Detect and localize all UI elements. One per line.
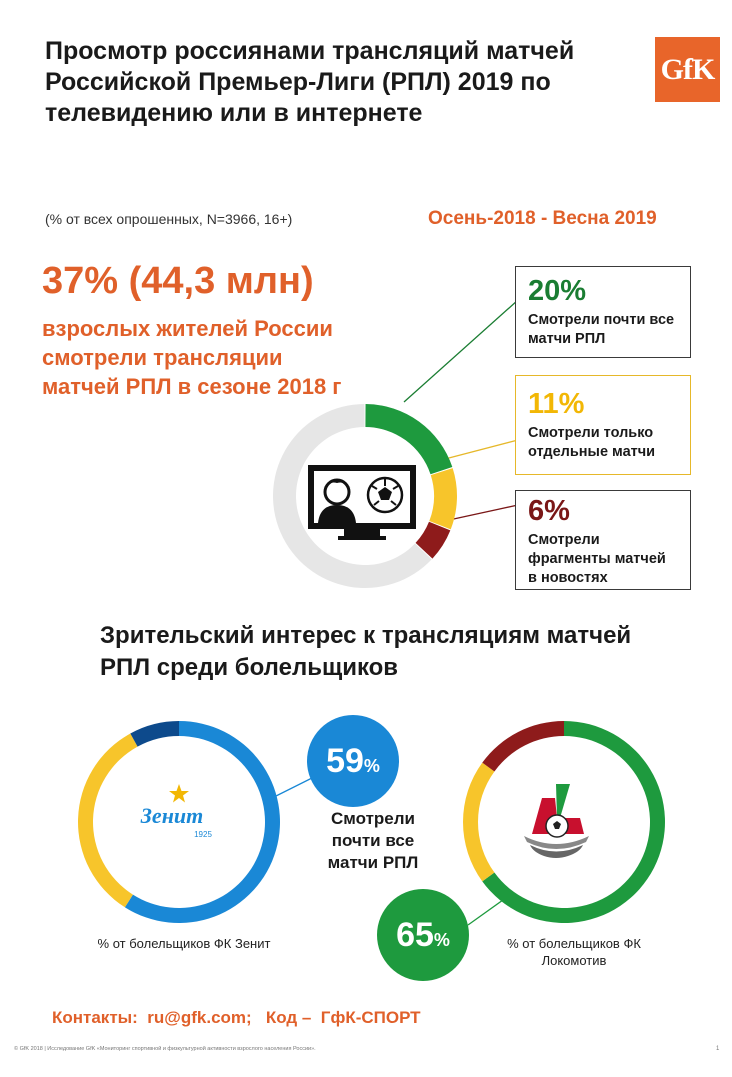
callout-some-label: Смотрели только отдельные матчи: [528, 425, 656, 460]
zenit-logo: Зенит 1925: [140, 784, 212, 839]
donut-zenit-slices: [78, 721, 280, 923]
gfk-logo: GfK: [655, 37, 720, 102]
caption-zenit: % от болельщиков ФК Зенит: [97, 936, 271, 951]
callout-all-label: Смотрели почти все матчи РПЛ: [528, 312, 675, 347]
callout-news-pct: 6%: [528, 495, 570, 527]
callout-some-matches: 11% Смотрели только отдельные матчи: [515, 375, 691, 475]
zenit-slice-all: [124, 721, 280, 923]
page-number: 1: [716, 1046, 720, 1052]
loko-slice-other: [482, 721, 564, 772]
slice-news-fragments: [415, 521, 451, 559]
loko-slice-some: [462, 762, 495, 882]
section-title: Зрительский интерес к трансляциям матчей…: [100, 622, 632, 681]
slice-some-matches: [429, 468, 457, 530]
zenit-logo-year: 1925: [194, 830, 212, 839]
slice-not-watched: [273, 404, 432, 588]
lokomotiv-logo: [524, 784, 589, 858]
donut-main-slices: [273, 404, 457, 588]
contacts: Контакты: ru@gfk.com; Код – ГфК-СПОРТ: [52, 1008, 421, 1027]
tv-icon: [308, 465, 416, 540]
survey-period: Осень-2018 - Весна 2019: [428, 208, 657, 229]
caption-loko: % от болельщиков ФК Локомотив: [507, 936, 641, 968]
loko-pct-bubble: 65%: [377, 889, 469, 981]
leader-line-all: [403, 299, 519, 403]
zenit-logo-text: Зенит: [140, 803, 204, 828]
page-title: Просмотр россиянами трансляций матчей Ро…: [45, 37, 575, 127]
leader-line-news: [448, 504, 519, 521]
star-icon: [169, 784, 189, 803]
loko-pct-unit: %: [433, 929, 450, 950]
callout-news-label: Смотрели фрагменты матчей в новостях: [528, 532, 666, 586]
zenit-pct-value: 59: [326, 741, 364, 780]
loko-pct-value: 65: [396, 915, 434, 954]
loko-letter-icon: [532, 798, 584, 834]
callout-all-matches: 20% Смотрели почти все матчи РПЛ: [515, 266, 691, 358]
survey-subtitle: (% от всех опрошенных, N=3966, 16+): [45, 211, 293, 227]
big-stat: 37% (44,3 млн): [42, 260, 314, 302]
slice-all-matches: [365, 404, 453, 475]
callout-all-pct: 20%: [528, 275, 587, 307]
watched-all-label: Смотрели почти все матчи РПЛ: [327, 809, 419, 872]
zenit-pct-bubble: 59%: [307, 715, 399, 807]
donut-loko-slices: [462, 721, 665, 923]
callout-news-fragments: 6% Смотрели фрагменты матчей в новостях: [515, 490, 691, 590]
stat-description: взрослых жителей России смотрели трансля…: [42, 316, 342, 399]
zenit-slice-other: [130, 721, 179, 747]
zenit-pct-unit: %: [363, 755, 380, 776]
callout-some-pct: 11%: [528, 388, 585, 420]
leader-line-some: [444, 439, 519, 460]
footnote: © GfK 2018 | Исследование GfK «Мониторин…: [14, 1046, 316, 1052]
zenit-slice-some: [78, 733, 138, 908]
